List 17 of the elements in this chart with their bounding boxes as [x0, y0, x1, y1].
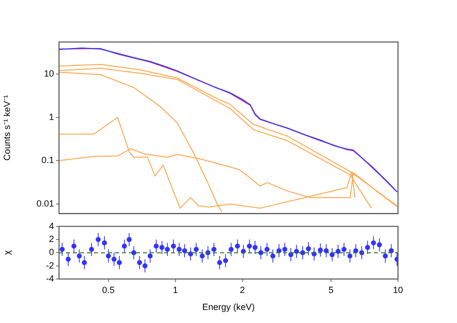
- y-tick-label: 0.1: [41, 155, 54, 166]
- x-axis-title: Energy (keV): [202, 302, 255, 312]
- y-tick-label: 4: [48, 220, 54, 231]
- y-tick-label: -2: [46, 260, 54, 270]
- x-tick-label: 5: [328, 284, 334, 295]
- x-tick-label: 1: [172, 284, 178, 295]
- x-tick-label: 10: [392, 284, 404, 295]
- y-axis-title: Counts s⁻¹ keV⁻¹: [2, 95, 12, 161]
- x-tick-label: 2: [240, 284, 245, 295]
- y-tick-label: -4: [46, 273, 54, 284]
- y-tick-label: 2: [48, 234, 54, 244]
- x-tick-label: 0.5: [102, 284, 115, 295]
- y-axis-title: χ: [2, 250, 12, 256]
- y-tick-label: 0.01: [36, 198, 54, 208]
- y-tick-label: 10: [44, 68, 54, 79]
- y-tick-label: 1: [48, 112, 54, 122]
- y-tick-label: 0: [48, 247, 54, 258]
